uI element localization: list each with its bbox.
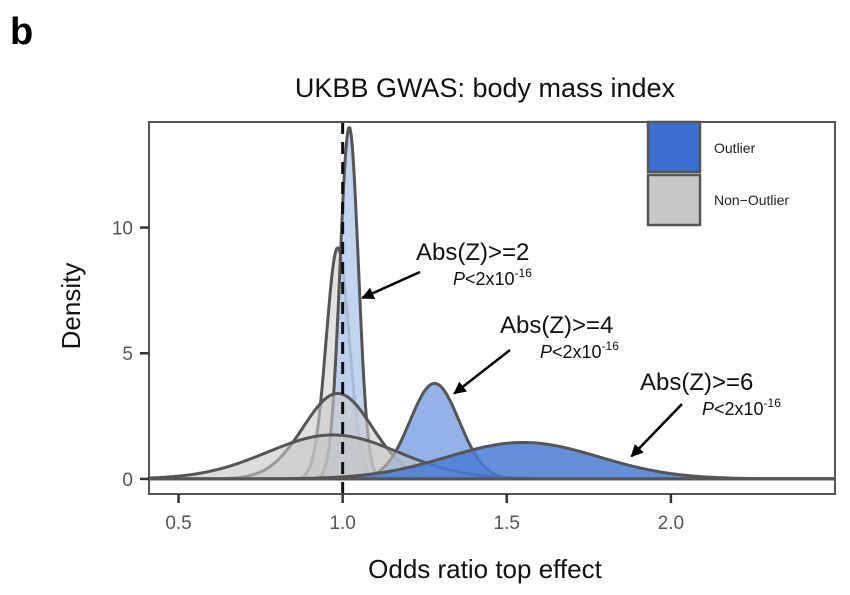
legend-swatch-outlier [646, 120, 702, 174]
annotation-z4-label: Abs(Z)>=4 [500, 312, 613, 339]
density-areas [147, 126, 836, 481]
y-axis-label: Density [56, 263, 86, 350]
annotation-z4-arrow [453, 349, 511, 395]
density-outlier-abs-z-6 [147, 441, 836, 481]
annotation-z2-label: Abs(Z)>=2 [416, 239, 529, 266]
x-axis: 0.5 1.0 1.5 2.0 [165, 494, 684, 534]
annotation-z4-pvalue: P<2x10-16 [540, 339, 619, 362]
annotation-z6-arrow [630, 403, 683, 458]
plot-panel-border [148, 121, 836, 495]
x-tick-label: 1.0 [329, 513, 355, 534]
annotation-z2-pvalue: P<2x10-16 [453, 266, 532, 289]
annotation-z4: Abs(Z)>=4 P<2x10-16 [453, 312, 619, 395]
density-outlier-abs-z-2 [147, 126, 836, 481]
panel-label: b [10, 11, 33, 53]
legend-label-outlier: Outlier [714, 140, 756, 156]
y-axis: 0 5 10 [112, 219, 149, 491]
annotation-z2: Abs(Z)>=2 P<2x10-16 [361, 239, 532, 300]
y-tick-label: 0 [122, 470, 133, 491]
legend: Outlier Non−Outlier [646, 120, 789, 227]
legend-swatch-non-outlier [646, 173, 702, 227]
x-tick-label: 0.5 [165, 513, 191, 534]
y-tick-label: 10 [112, 219, 133, 240]
annotations: Abs(Z)>=2 P<2x10-16 Abs(Z)>=4 P<2x10-16 … [361, 239, 781, 458]
y-tick-label: 5 [122, 344, 133, 365]
annotation-z6: Abs(Z)>=6 P<2x10-16 [630, 369, 781, 458]
annotation-z6-label: Abs(Z)>=6 [640, 369, 753, 396]
legend-label-non-outlier: Non−Outlier [714, 192, 789, 208]
x-tick-label: 1.5 [494, 513, 520, 534]
x-tick-label: 2.0 [658, 513, 684, 534]
chart-title: UKBB GWAS: body mass index [295, 73, 676, 103]
annotation-z2-arrow [361, 270, 421, 300]
x-axis-label: Odds ratio top effect [368, 554, 602, 584]
annotation-z6-pvalue: P<2x10-16 [702, 396, 781, 419]
